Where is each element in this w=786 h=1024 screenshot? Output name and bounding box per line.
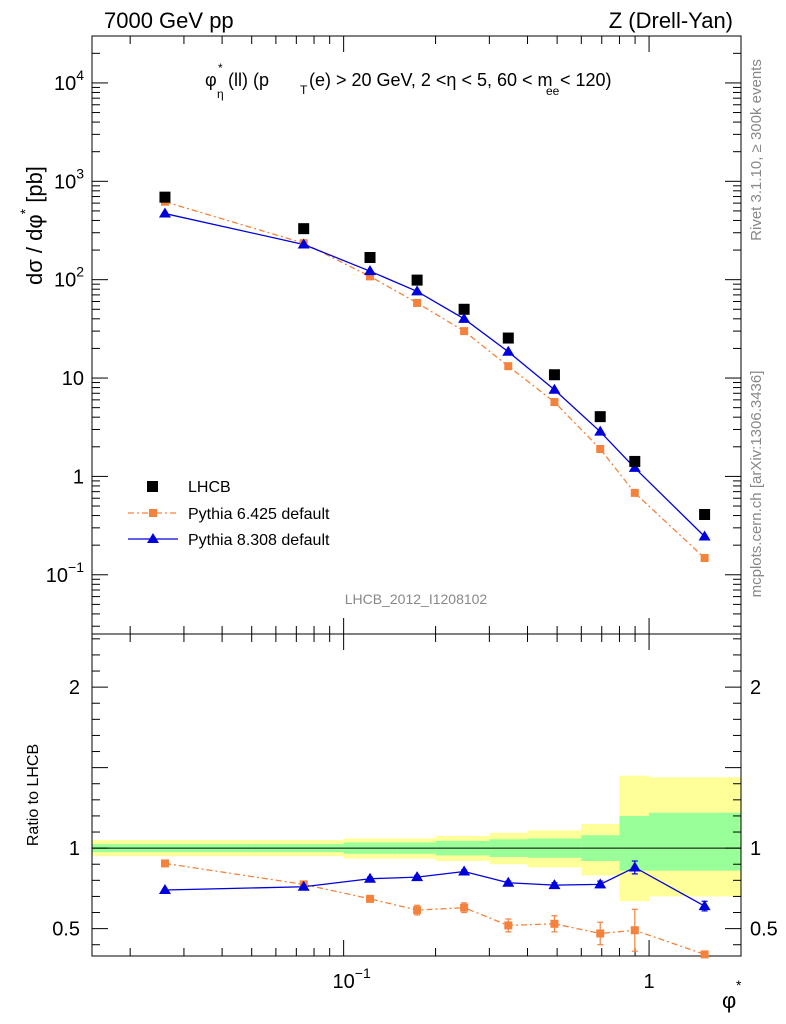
ratio-y-axis-label: Ratio to LHCB [25,744,42,846]
ratio-xtick-label: 10−1 [333,965,371,993]
ratio-pythia8-point [698,900,711,911]
main-y-axis-label: dσ / dφ* [pb] [17,166,47,285]
legend-marker-pythia8 [147,533,159,543]
ratio-pythia8-point [158,883,171,894]
uncertainty-bands [92,775,741,902]
legend-label-pythia6: Pythia 6.425 default [188,506,330,523]
main-ytick-label: 10−1 [46,559,84,587]
header-right: Z (Drell-Yan) [609,8,733,33]
main-ytick-label: 102 [54,264,84,292]
legend-marker-lhcb [147,481,158,492]
title-m-sub: ee [546,84,560,98]
ratio-xtick-label: 1 [643,971,654,993]
xlabel-phi: φ [722,988,736,1013]
pythia6-line [164,201,706,559]
ratio-pythia8-point [628,861,641,872]
pythia8-point [458,312,471,323]
pythia8-point [548,383,561,394]
title-pt-sub: T [300,83,308,97]
lhcb-point [159,191,171,203]
title-ll: (ll) (p [228,70,269,90]
pythia6-point [366,272,375,281]
xlabel-sup: * [736,977,742,993]
pythia6-point [550,398,559,407]
pythia6-point [460,327,469,336]
pythia6-point [630,488,639,497]
main-ytick-label: 103 [54,165,84,193]
lhcb-point [629,455,641,467]
ratio-pythia8-line [164,866,705,907]
mcplots-credit-text: mcplots.cern.ch [arXiv:1306.3436] [748,371,765,598]
ratio-pythia6-point [366,894,375,903]
main-series-layer [158,191,711,563]
ratio-pythia6-point [160,859,169,868]
lhcb-point [364,252,376,264]
axis-tick-labels: 10−1 1 10 102 103 104 0.5 0.5 1 1 2 2 10−1 1 [46,67,778,993]
lhcb-point [458,303,470,315]
lhcb-point [502,332,514,344]
ratio-pythia6-point [413,906,422,915]
ratio-pythia6-point [596,929,605,938]
ratio-plot-frame [91,633,742,957]
pythia8-point [698,530,711,541]
axis-ticks [92,35,742,956]
ratio-pythia8-point [297,880,310,891]
main-ytick-label: 10 [62,368,84,390]
analysis-id: LHCB_2012_I1208102 [345,591,488,607]
ratio-pythia8-point [458,865,471,876]
ratio-pythia6-line [164,862,705,956]
main-ytick-label: 104 [54,67,84,95]
main-ylabel-text: dσ / dφ* [pb] [17,166,47,285]
lhcb-point [548,369,560,381]
title-mid: (e) > 20 GeV, 2 <η < 5, 60 < m [309,70,553,90]
pythia6-point [700,554,709,563]
band-inner-9 [649,812,741,871]
ratio-series-layer [158,859,711,959]
plot-title: φ * η (ll) (p T (e) > 20 GeV, 2 <η < 5, … [205,61,612,101]
pythia6-point [413,298,422,307]
legend-label-pythia8: Pythia 8.308 default [188,532,330,549]
lhcb-point [298,223,310,235]
ratio-pythia6-point [550,919,559,928]
ratio-pythia6-point [504,921,513,930]
legend-label-lhcb: LHCB [188,479,231,496]
pythia8-point [594,425,607,436]
header-left: 7000 GeV pp [104,8,234,33]
x-axis-label: φ * [722,977,742,1013]
title-end: < 120) [560,70,612,90]
lhcb-point [699,508,711,520]
ratio-pythia8-point [364,872,377,883]
pythia8-point [502,345,515,356]
ratio-pythia8-point [548,879,561,890]
legend-marker-pythia6 [149,509,157,517]
ratio-ytick-label-right: 2 [750,677,761,699]
ratio-ytick-label-left: 1 [69,838,80,860]
ratio-ytick-label-left: 0.5 [52,919,80,941]
legend: LHCB Pythia 6.425 default Pythia 8.308 d… [128,479,330,549]
title-phi: φ [205,70,217,90]
ratio-pythia6-point [460,903,469,912]
main-ytick-label: 1 [73,466,84,488]
ratio-ytick-label-right: 0.5 [750,919,778,941]
pythia8-point [297,238,310,249]
pythia8-line [164,212,706,537]
title-phi-sub: η [217,87,224,101]
ratio-pythia6-point [700,950,709,959]
lhcb-point [411,274,423,286]
ratio-pythia8-point [411,871,424,882]
title-phi-sup: * [218,61,223,75]
pythia6-point [504,362,513,371]
ratio-pythia8-point [594,878,607,889]
pythia8-point [158,207,171,218]
ratio-ytick-label-left: 2 [69,677,80,699]
ratio-pythia6-point [630,926,639,935]
pythia6-point [596,444,605,453]
ratio-pythia8-point [502,876,515,887]
pythia8-point [364,265,377,276]
rivet-version-text: Rivet 3.1.10, ≥ 300k events [748,59,765,241]
ratio-ytick-label-right: 1 [750,838,761,860]
lhcb-point [594,411,606,423]
pythia8-point [411,285,424,296]
